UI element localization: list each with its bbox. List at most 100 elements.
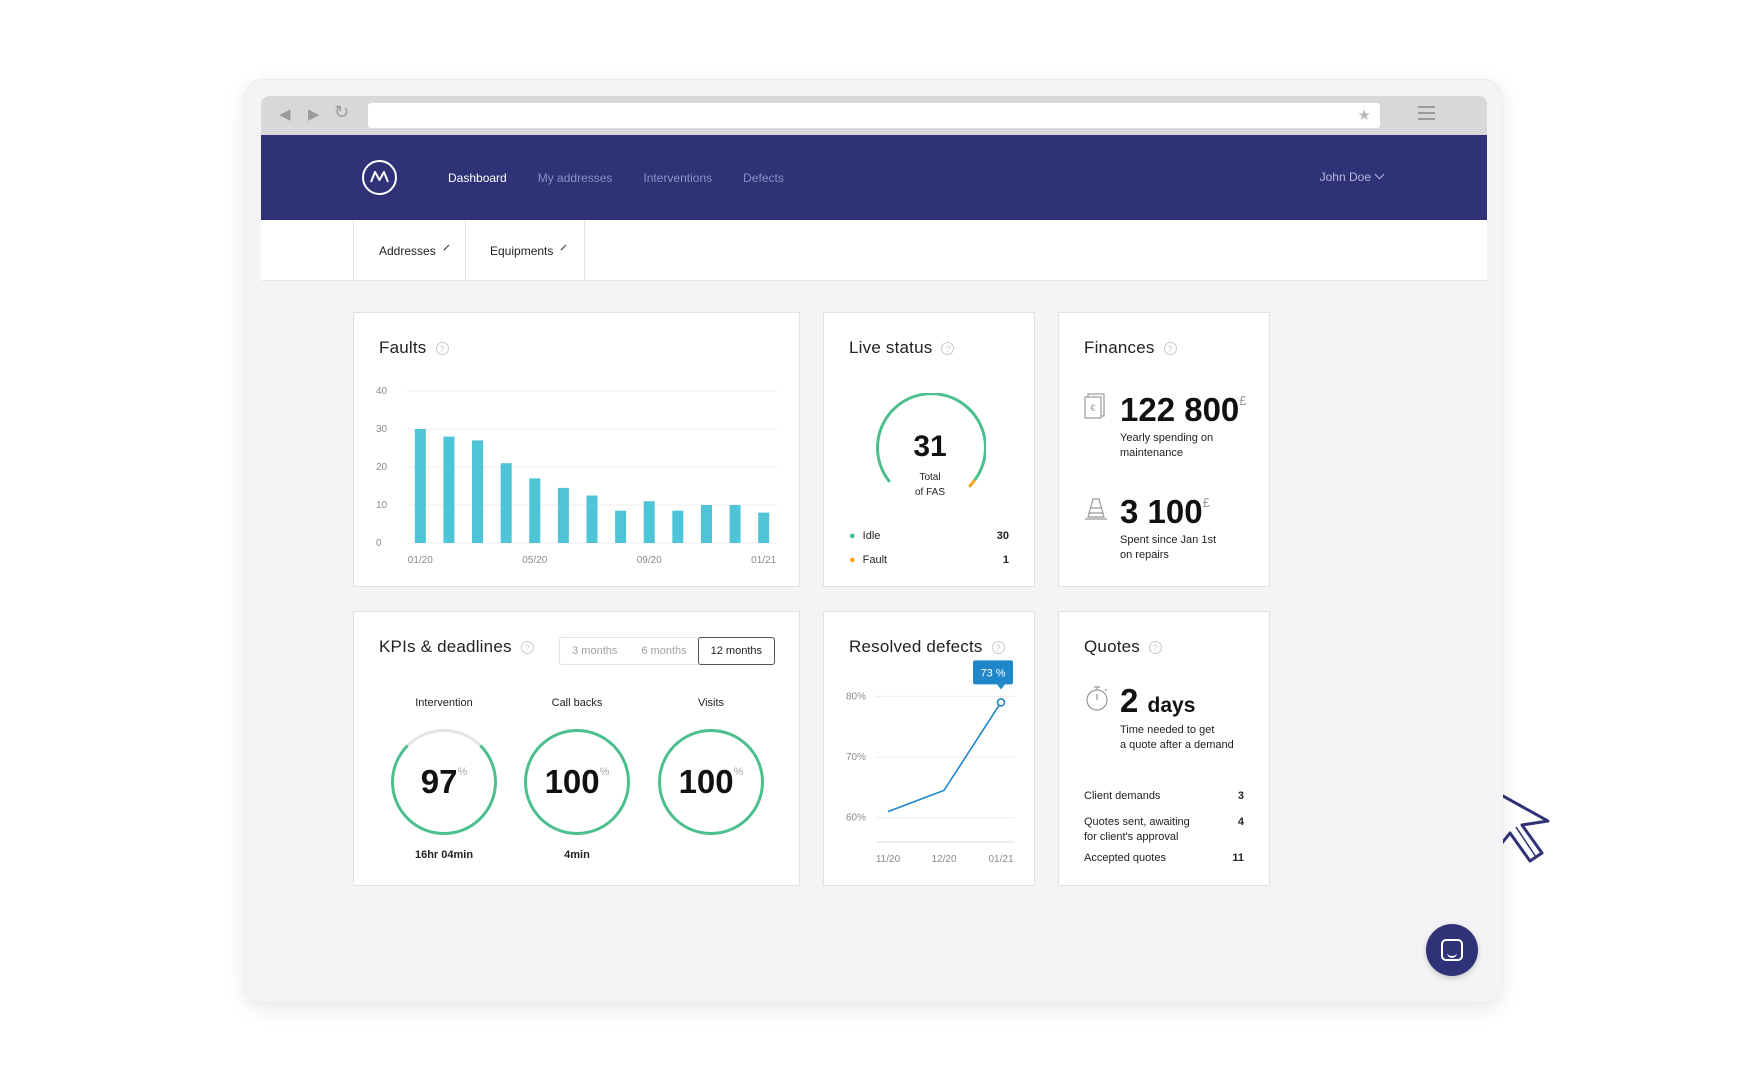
resolved-defects-line-chart: 60% 70% 80% 73 % 11/20 12/20 01/21 [846,660,1014,865]
addresses-dropdown-label: Addresses [379,243,436,258]
address-bar[interactable]: ★ [368,103,1380,128]
help-icon[interactable]: ? [520,641,534,654]
live-status-gauge [876,393,986,488]
kpi-intervention: Intervention 97% 16hr 04min [384,697,504,861]
app-logo[interactable] [362,160,397,195]
tooltip-bubble [973,660,1013,685]
kpi-visits: Visits 100% [651,697,771,849]
quote-time-label: Time needed to get a quote after a demand [1120,724,1234,751]
quotes-card: Quotes? 2 days Time needed to get a quote… [1058,611,1270,886]
quotes-row-client-demands: Client demands 3 [1084,790,1244,802]
x-tick-label: 09/20 [637,555,662,566]
svg-text:€: € [1090,403,1095,413]
kpi-visits-ring: 100% [658,729,764,835]
help-icon[interactable]: ? [991,641,1005,654]
yearly-spending-label: Yearly spending on maintenance [1120,432,1214,459]
kpi-intervention-label: Intervention [415,697,473,709]
y-tick-label: 30 [376,424,388,435]
equipments-dropdown-label: Equipments [490,243,554,258]
nav-dashboard[interactable]: Dashboard [448,170,507,185]
kpi-intervention-time: 16hr 04min [414,849,474,861]
fault-bar [414,429,426,543]
browser-window: ◀ ▶ ↻ ★ Dashboard My addresses Intervent… [245,80,1502,1002]
fault-bar [672,510,684,543]
help-icon[interactable]: ? [1163,342,1177,355]
kpi-visits-label: Visits [697,697,725,709]
period-12-months[interactable]: 12 months [697,637,775,665]
chat-widget-button[interactable] [1426,924,1478,976]
kpi-call-backs: Call backs 100% 4min [517,697,637,861]
quote-time-value: 2 days [1120,682,1196,719]
help-icon[interactable]: ? [1149,641,1163,654]
main-nav: Dashboard My addresses Interventions Def… [448,135,815,220]
tooltip-value: 73 % [980,667,1005,679]
fault-bar [729,505,741,543]
addresses-dropdown[interactable]: Addresses [353,220,466,281]
period-selector: 3 months 6 months 12 months [559,637,775,665]
traffic-cone-icon [1085,498,1107,520]
y-tick-label: 20 [376,462,388,473]
chevron-down-icon [443,244,450,251]
period-3-months[interactable]: 3 months [572,645,618,657]
bookmark-star-icon[interactable]: ★ [1357,107,1371,124]
live-status-title: Live status? [849,338,955,358]
x-tick-label: 12/20 [931,854,956,865]
user-menu[interactable]: John Doe [1319,169,1385,184]
repairs-spending-value: 3 100£ [1120,493,1210,530]
browser-menu-icon[interactable] [1418,106,1435,124]
help-icon[interactable]: ? [941,342,955,355]
faults-card: Faults? 0 10 20 30 40 01/20 05/20 09/20 01/21 [353,312,800,587]
faults-bar-chart: 0 10 20 30 40 01/20 05/20 09/20 01/21 [376,386,778,566]
fault-bar [472,440,484,543]
resolved-defects-title: Resolved defects? [849,637,1005,657]
quotes-title: Quotes? [1084,637,1163,657]
y-tick-label: 80% [846,691,866,702]
y-tick-label: 60% [846,813,866,824]
filter-bar: Addresses Equipments [261,220,1487,281]
top-navigation: Dashboard My addresses Interventions Def… [261,135,1487,220]
period-6-months[interactable]: 6 months [641,645,687,657]
help-icon[interactable]: ? [435,342,449,355]
kpi-call-backs-ring: 100% [524,729,630,835]
fault-bar [557,487,569,543]
reload-icon[interactable]: ↻ [334,102,350,122]
faults-title: Faults? [379,338,449,358]
user-name: John Doe [1319,170,1371,184]
y-tick-label: 0 [376,538,382,549]
logo-mark-icon [370,171,389,183]
nav-interventions[interactable]: Interventions [643,170,713,185]
fault-bar [758,512,770,543]
status-row-idle: ● Idle 30 [849,530,1009,542]
browser-toolbar: ◀ ▶ ↻ ★ [261,96,1487,135]
fault-bar [443,436,455,543]
gauge-fault-arc [968,479,976,488]
x-tick-label: 05/20 [522,555,547,566]
live-status-total: 31 [913,430,947,463]
live-status-card: Live status? 31 Total of FAS ● Idle 30 ● Fa… [823,312,1035,587]
chevron-down-icon [561,244,567,251]
back-icon[interactable]: ◀ [279,106,291,123]
kpi-call-backs-time: 4min [564,849,590,861]
kpis-card: KPIs & deadlines? 3 months 6 months 12 m… [353,611,800,886]
tooltip-pointer [997,684,1005,690]
resolved-defects-card: Resolved defects? 60% 70% 80% 73 % 11/20 12/2… [823,611,1035,886]
stopwatch-icon [1086,686,1108,711]
finances-title: Finances? [1084,338,1177,358]
repairs-spending-label: Spent since Jan 1st on repairs [1120,534,1217,561]
idle-dot-icon: ● [849,530,856,542]
fault-bar [586,495,598,543]
finances-card: Finances? € 122 800£ Yearly spending on m… [1058,312,1270,587]
nav-defects[interactable]: Defects [743,170,784,185]
yearly-spending-value: 122 800£ [1120,391,1247,428]
y-tick-label: 10 [376,500,388,511]
fault-bar [700,505,712,543]
resolved-line [887,701,1002,813]
nav-my-addresses[interactable]: My addresses [537,170,613,185]
equipments-dropdown[interactable]: Equipments [465,220,585,281]
gauge-idle-arc [876,393,986,483]
resolved-point [996,698,1006,707]
y-tick-label: 70% [846,752,866,763]
fault-bar [615,510,627,543]
forward-icon[interactable]: ▶ [308,106,320,123]
browser-viewport: ◀ ▶ ↻ ★ Dashboard My addresses Intervent… [261,96,1487,985]
